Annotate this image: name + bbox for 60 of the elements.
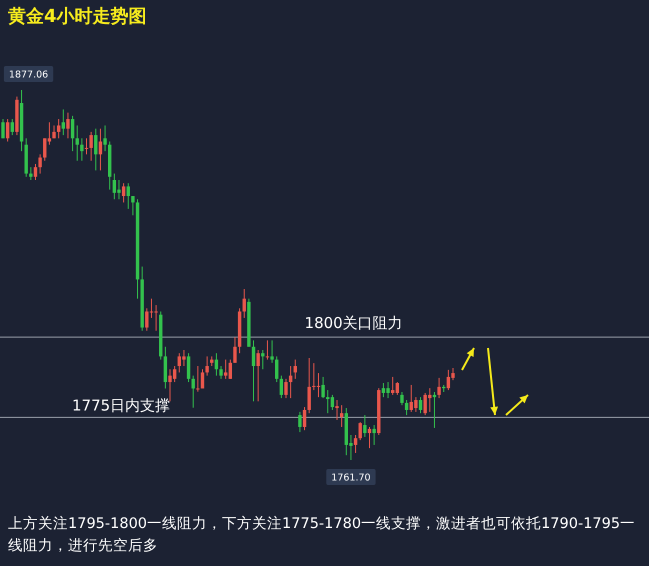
candlestick — [94, 128, 98, 171]
ref-line-label: 1775日内支撑 — [72, 396, 170, 414]
candlestick — [196, 366, 200, 392]
candlestick — [6, 118, 10, 142]
price-label: 1761.70 — [326, 469, 376, 485]
candlestick — [219, 366, 223, 380]
candlestick — [38, 154, 42, 174]
price-label: 1877.06 — [4, 66, 54, 82]
candlestick — [154, 304, 158, 332]
candlestick — [446, 369, 450, 391]
candlestick — [372, 424, 376, 446]
candlestick — [270, 340, 274, 364]
candlestick — [103, 124, 107, 152]
candlestick — [294, 359, 297, 380]
candlestick — [214, 352, 218, 376]
candlestick — [261, 349, 264, 370]
candlestick — [404, 400, 408, 416]
candlestick — [34, 163, 38, 180]
candlestick — [172, 366, 176, 383]
candlestick — [340, 404, 344, 428]
chart-title: 黄金4小时走势图 — [7, 6, 147, 27]
candlestick — [29, 166, 33, 180]
text: 上方关注1795-1800一线阻力，下方关注1775-1780一线支撑，激进者也可依托1790-1795一线阻力，进行先空后多 — [8, 515, 636, 554]
candlestick — [62, 108, 66, 136]
candlestick — [354, 434, 358, 454]
candlestick — [437, 377, 441, 399]
candlestick — [242, 288, 246, 318]
candlestick — [358, 422, 362, 441]
candlestick — [205, 356, 209, 376]
candlestick — [298, 411, 302, 433]
ref-line-label: 1800关口阻力 — [304, 314, 403, 332]
candlestick — [126, 182, 130, 210]
candlestick — [131, 196, 135, 216]
candlestick — [363, 414, 367, 438]
candlestick — [70, 115, 74, 152]
candlestick — [307, 358, 311, 414]
candlestick — [288, 366, 292, 399]
candlestick — [275, 356, 278, 383]
candlestick — [98, 128, 102, 171]
candlestick — [145, 308, 149, 332]
candlestick — [122, 182, 126, 203]
candlestick — [192, 375, 195, 408]
candlestick — [335, 400, 339, 420]
candlestick — [284, 378, 288, 399]
candlestick — [10, 118, 14, 136]
candlestick — [432, 392, 436, 428]
candlestick — [266, 340, 270, 360]
candlestick — [66, 112, 70, 139]
candlestick — [76, 124, 79, 162]
candlestick — [89, 131, 93, 162]
candlestick — [52, 124, 56, 139]
candlestick — [256, 349, 260, 402]
candlestick — [56, 118, 60, 139]
candlestick — [280, 375, 284, 399]
candlestick — [112, 173, 116, 200]
candlestick — [80, 138, 84, 162]
candlestick — [312, 362, 316, 391]
candlestick — [186, 352, 190, 383]
candlestick — [210, 356, 214, 367]
candlestick — [321, 376, 325, 399]
